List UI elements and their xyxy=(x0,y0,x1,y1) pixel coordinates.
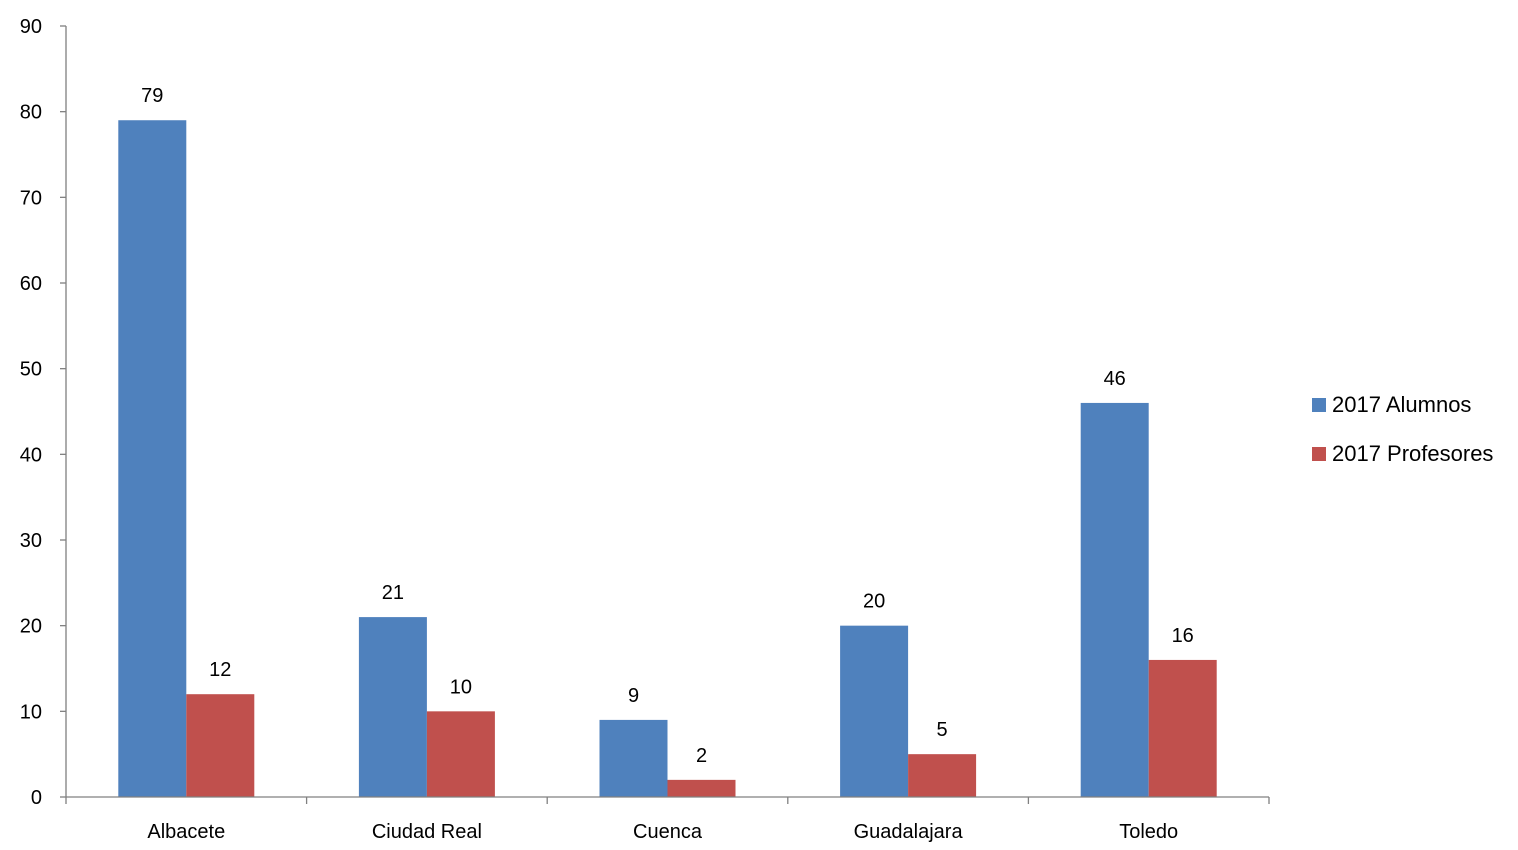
y-tick-label-0: 0 xyxy=(31,787,42,809)
y-tick-label-30: 30 xyxy=(20,530,42,552)
x-tick-label-cuenca: Cuenca xyxy=(633,821,703,843)
y-tick-label-60: 60 xyxy=(20,273,42,295)
data-label-toledo-2017-alumnos: 46 xyxy=(1104,368,1126,390)
data-label-cuenca-2017-profesores: 2 xyxy=(696,745,707,767)
legend: 2017 Alumnos 2017 Profesores xyxy=(1312,390,1493,488)
bar-guadalajara-2017-profesores xyxy=(908,754,977,797)
bar-toledo-2017-alumnos xyxy=(1080,402,1149,797)
y-tick-label-40: 40 xyxy=(20,444,42,466)
data-label-ciudad-real-2017-profesores: 10 xyxy=(450,676,472,698)
bar-cuenca-2017-alumnos xyxy=(599,719,668,797)
y-tick-label-70: 70 xyxy=(20,187,42,209)
legend-swatch-alumnos xyxy=(1312,398,1326,412)
bar-toledo-2017-profesores xyxy=(1148,659,1217,797)
y-tick-label-20: 20 xyxy=(20,616,42,638)
y-tick-label-90: 90 xyxy=(20,16,42,38)
x-tick-label-ciudad-real: Ciudad Real xyxy=(372,821,482,843)
legend-label-profesores: 2017 Profesores xyxy=(1332,441,1494,466)
x-tick-label-toledo: Toledo xyxy=(1119,821,1178,843)
data-labels-layer: 79 12 21 10 9 2 20 5 46 16 xyxy=(141,85,1194,767)
y-tick-label-50: 50 xyxy=(20,359,42,381)
legend-swatch-profesores xyxy=(1312,447,1326,461)
x-tick-label-albacete: Albacete xyxy=(147,821,225,843)
data-label-toledo-2017-profesores: 16 xyxy=(1172,625,1194,647)
data-label-guadalajara-2017-alumnos: 20 xyxy=(863,591,885,613)
bar-cuenca-2017-profesores xyxy=(667,779,736,797)
y-tick-label-80: 80 xyxy=(20,102,42,124)
legend-label-alumnos: 2017 Alumnos xyxy=(1332,392,1472,417)
data-label-albacete-2017-alumnos: 79 xyxy=(141,85,163,107)
bar-ciudad-real-2017-profesores xyxy=(426,711,495,797)
axes-layer: Albacete Ciudad Real Cuenca Guadalajara Tole… xyxy=(20,16,1270,843)
data-label-cuenca-2017-alumnos: 9 xyxy=(628,685,639,707)
bar-albacete-2017-profesores xyxy=(186,694,255,797)
bar-ciudad-real-2017-alumnos xyxy=(358,617,427,797)
data-label-albacete-2017-profesores: 12 xyxy=(209,659,231,681)
bars-layer xyxy=(118,120,1217,797)
x-tick-label-guadalajara: Guadalajara xyxy=(854,821,964,843)
data-label-guadalajara-2017-profesores: 5 xyxy=(937,719,948,741)
bar-guadalajara-2017-alumnos xyxy=(840,625,909,797)
legend-item-alumnos: 2017 Alumnos xyxy=(1312,390,1493,420)
y-tick-label-10: 10 xyxy=(20,701,42,723)
data-label-ciudad-real-2017-alumnos: 21 xyxy=(382,582,404,604)
bar-albacete-2017-alumnos xyxy=(118,120,187,797)
legend-item-profesores: 2017 Profesores xyxy=(1312,439,1493,469)
